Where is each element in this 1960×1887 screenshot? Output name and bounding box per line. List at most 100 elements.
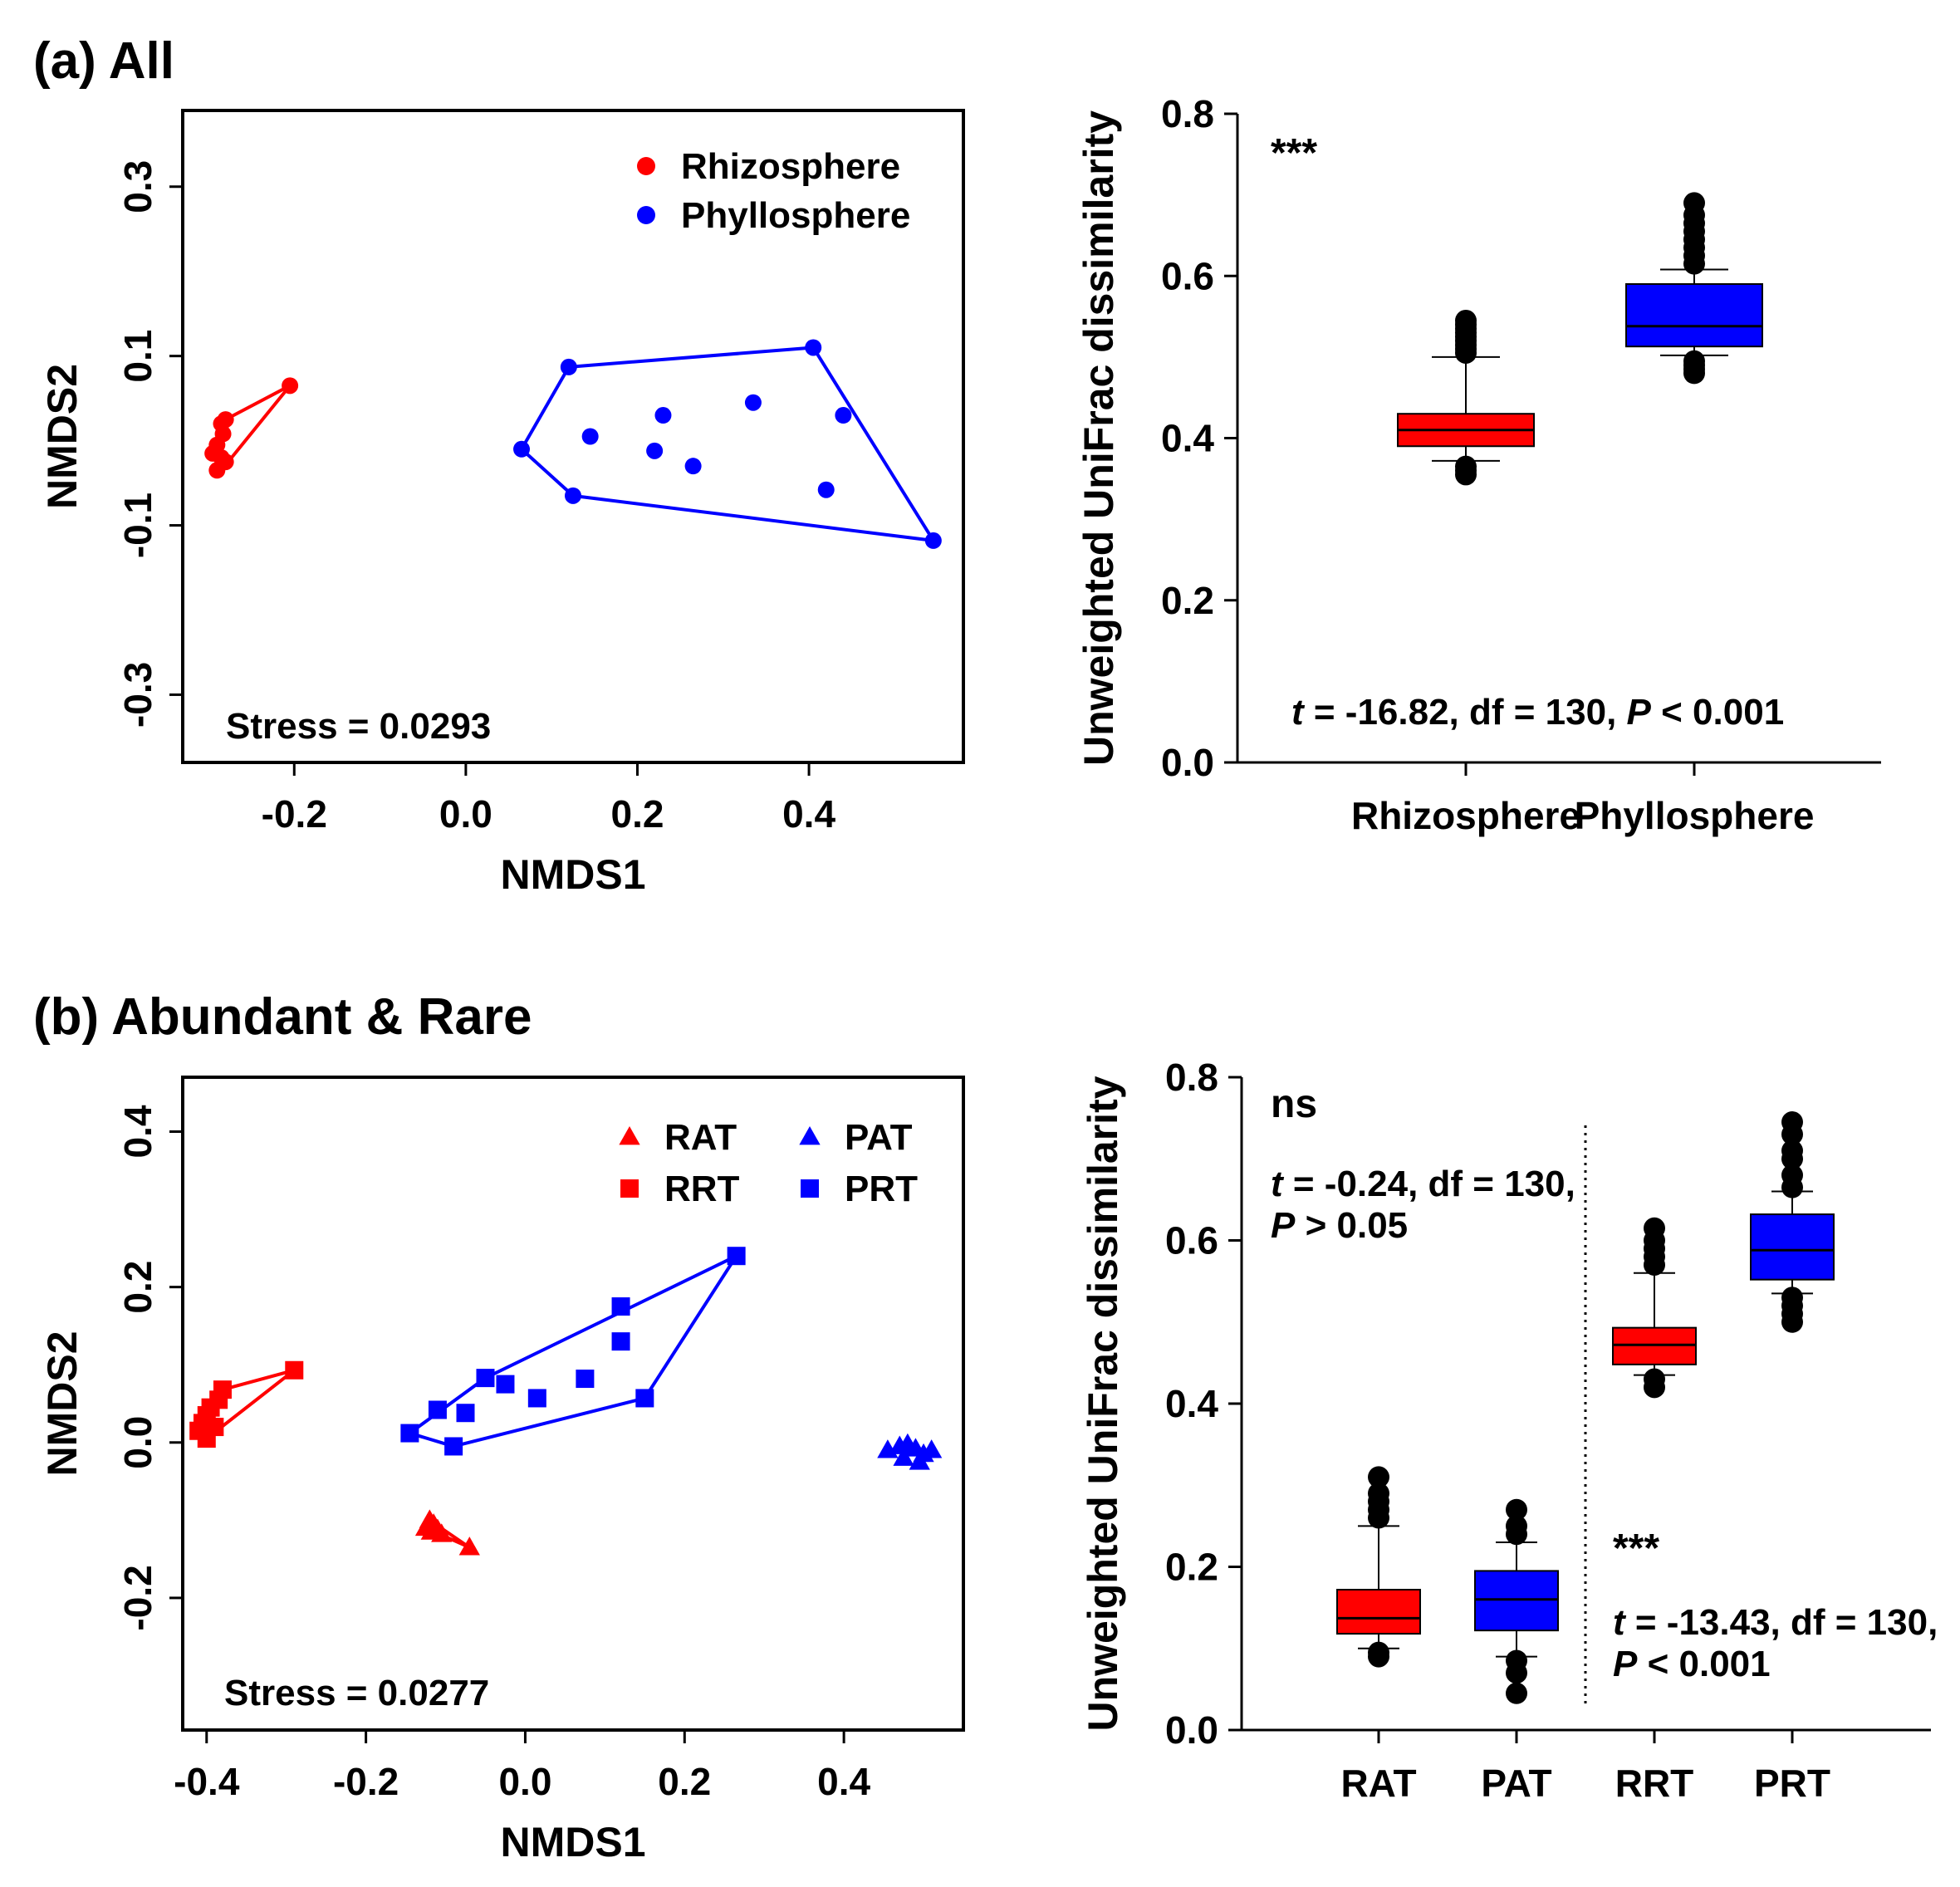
significance-label: *** [1271, 131, 1317, 175]
outlier-rrt [1644, 1376, 1665, 1399]
legend-label-pat: PAT [845, 1117, 913, 1158]
y-tick-label: -0.1 [116, 493, 159, 558]
point-phyllosphere [684, 458, 702, 475]
y-tick-label: 0.4 [1161, 417, 1214, 460]
y-tick-label: 0.0 [116, 1416, 159, 1469]
legend-marker-rrt [620, 1179, 639, 1198]
x-tick-label-pat: PAT [1481, 1762, 1551, 1805]
y-tick-label: 0.1 [116, 330, 159, 383]
y-tick-label: 0.8 [1161, 92, 1214, 135]
left-test-pvalue-part: P [1271, 1205, 1296, 1246]
right-test-pvalue-part: < 0.001 [1637, 1644, 1770, 1684]
right-test-statistic-part: t [1613, 1602, 1627, 1643]
point-prt [428, 1400, 447, 1419]
legend-label-rhizosphere: Rhizosphere [681, 146, 900, 187]
point-prt [476, 1369, 495, 1388]
outlier-pat [1506, 1498, 1527, 1521]
y-tick-label: -0.2 [116, 1565, 159, 1630]
y-tick-label: 0.6 [1165, 1219, 1218, 1262]
x-tick-label: -0.4 [174, 1760, 240, 1803]
x-tick-label: 0.0 [498, 1760, 551, 1803]
y-tick-label: 0.2 [116, 1261, 159, 1314]
point-prt [635, 1389, 654, 1408]
outlier-rhizosphere [1455, 309, 1477, 331]
point-pat [909, 1451, 930, 1470]
stress-annotation: Stress = 0.0293 [226, 706, 491, 747]
left-test-pvalue-part: > 0.05 [1295, 1205, 1408, 1246]
plot-frame [181, 1076, 965, 1732]
left-test-pvalue: P > 0.05 [1271, 1205, 1408, 1246]
point-phyllosphere [560, 358, 577, 375]
x-tick-label-rhizosphere: Rhizosphere [1351, 794, 1580, 837]
test-statistic-part: P [1627, 692, 1652, 733]
point-prt [576, 1370, 595, 1389]
test-statistic-part: = -16.82, df = 130, [1304, 692, 1627, 733]
outlier-prt [1781, 1140, 1803, 1162]
point-prt [527, 1389, 546, 1408]
y-tick-label: -0.3 [116, 662, 159, 728]
outlier-prt [1781, 1311, 1803, 1333]
test-statistic-part: t [1291, 692, 1306, 733]
point-prt [444, 1437, 463, 1456]
right-test-statistic-part: = -13.43, df = 130, [1625, 1602, 1938, 1643]
y-tick-label: 0.4 [116, 1105, 159, 1158]
outlier-prt [1781, 1164, 1803, 1186]
y-tick-label: 0.4 [1165, 1382, 1218, 1425]
point-prt [456, 1404, 475, 1423]
point-phyllosphere [817, 481, 835, 498]
legend-label-phyllosphere: Phyllosphere [681, 195, 910, 236]
point-phyllosphere [654, 407, 672, 424]
point-rhizosphere [208, 462, 226, 479]
nmds-panel-0: (a) All -0.2 0.0 0.2 0.4 -0.3 -0.1 0.1 0.3 NMDS1 N… [33, 32, 965, 898]
point-phyllosphere [646, 442, 664, 459]
x-axis-label: NMDS1 [500, 851, 645, 898]
x-axis-label: NMDS1 [500, 1819, 645, 1865]
outlier-phyllosphere [1683, 362, 1705, 385]
point-phyllosphere [565, 487, 581, 504]
x-tick-label: 0.4 [782, 792, 835, 836]
legend-label-prt: PRT [845, 1169, 918, 1209]
outlier-pat [1506, 1662, 1527, 1684]
point-prt [400, 1424, 419, 1443]
legend-marker-rhizosphere [637, 157, 655, 175]
y-tick-label: 0.3 [116, 160, 159, 213]
x-tick-label: -0.2 [333, 1760, 399, 1803]
box-phyllosphere [1625, 283, 1763, 348]
point-phyllosphere [835, 407, 852, 424]
hull-prt [408, 1254, 738, 1448]
nmds-panel-2: (b) Abundant & Rare -0.4 -0.2 0.0 0.2 0.4 -0.2… [33, 988, 965, 1865]
point-prt [727, 1247, 746, 1266]
y-axis-label: Unweighted UniFrac dissimilarity [1080, 1076, 1126, 1731]
point-rrt [205, 1418, 224, 1437]
legend-marker-pat [799, 1126, 821, 1145]
x-tick-label-rrt: RRT [1615, 1762, 1694, 1805]
point-phyllosphere [581, 428, 599, 445]
left-test-statistic: t = -0.24, df = 130, [1271, 1164, 1575, 1204]
point-phyllosphere [805, 339, 822, 356]
right-test-pvalue: P < 0.001 [1613, 1644, 1771, 1684]
point-phyllosphere [924, 532, 942, 549]
x-tick-label: 0.2 [610, 792, 664, 836]
outlier-rrt [1644, 1217, 1665, 1239]
right-test-pvalue-part: P [1613, 1644, 1638, 1684]
point-prt [611, 1297, 630, 1316]
x-tick-label: -0.2 [262, 792, 327, 836]
outlier-pat [1506, 1515, 1527, 1537]
x-tick-label-prt: PRT [1754, 1762, 1830, 1805]
y-axis-label: NMDS2 [39, 1331, 86, 1476]
outlier-prt [1781, 1111, 1803, 1134]
outlier-pat [1506, 1682, 1527, 1704]
outlier-phyllosphere [1683, 192, 1705, 214]
x-tick-label-rat: RAT [1340, 1762, 1416, 1805]
stress-annotation: Stress = 0.0277 [224, 1673, 489, 1713]
panel-title: (b) Abundant & Rare [33, 988, 532, 1046]
point-phyllosphere [513, 440, 531, 458]
test-statistic-part: < 0.001 [1651, 692, 1784, 733]
outlier-rhizosphere [1455, 463, 1477, 486]
legend-marker-rat [619, 1126, 640, 1145]
y-axis-label: NMDS2 [39, 364, 86, 509]
point-rat [431, 1523, 453, 1542]
boxplot-panel-3: 0.0 0.2 0.4 0.6 0.8 Unweighted UniFrac dissim… [1080, 1056, 1938, 1805]
left-significance-label: ns [1271, 1082, 1317, 1126]
